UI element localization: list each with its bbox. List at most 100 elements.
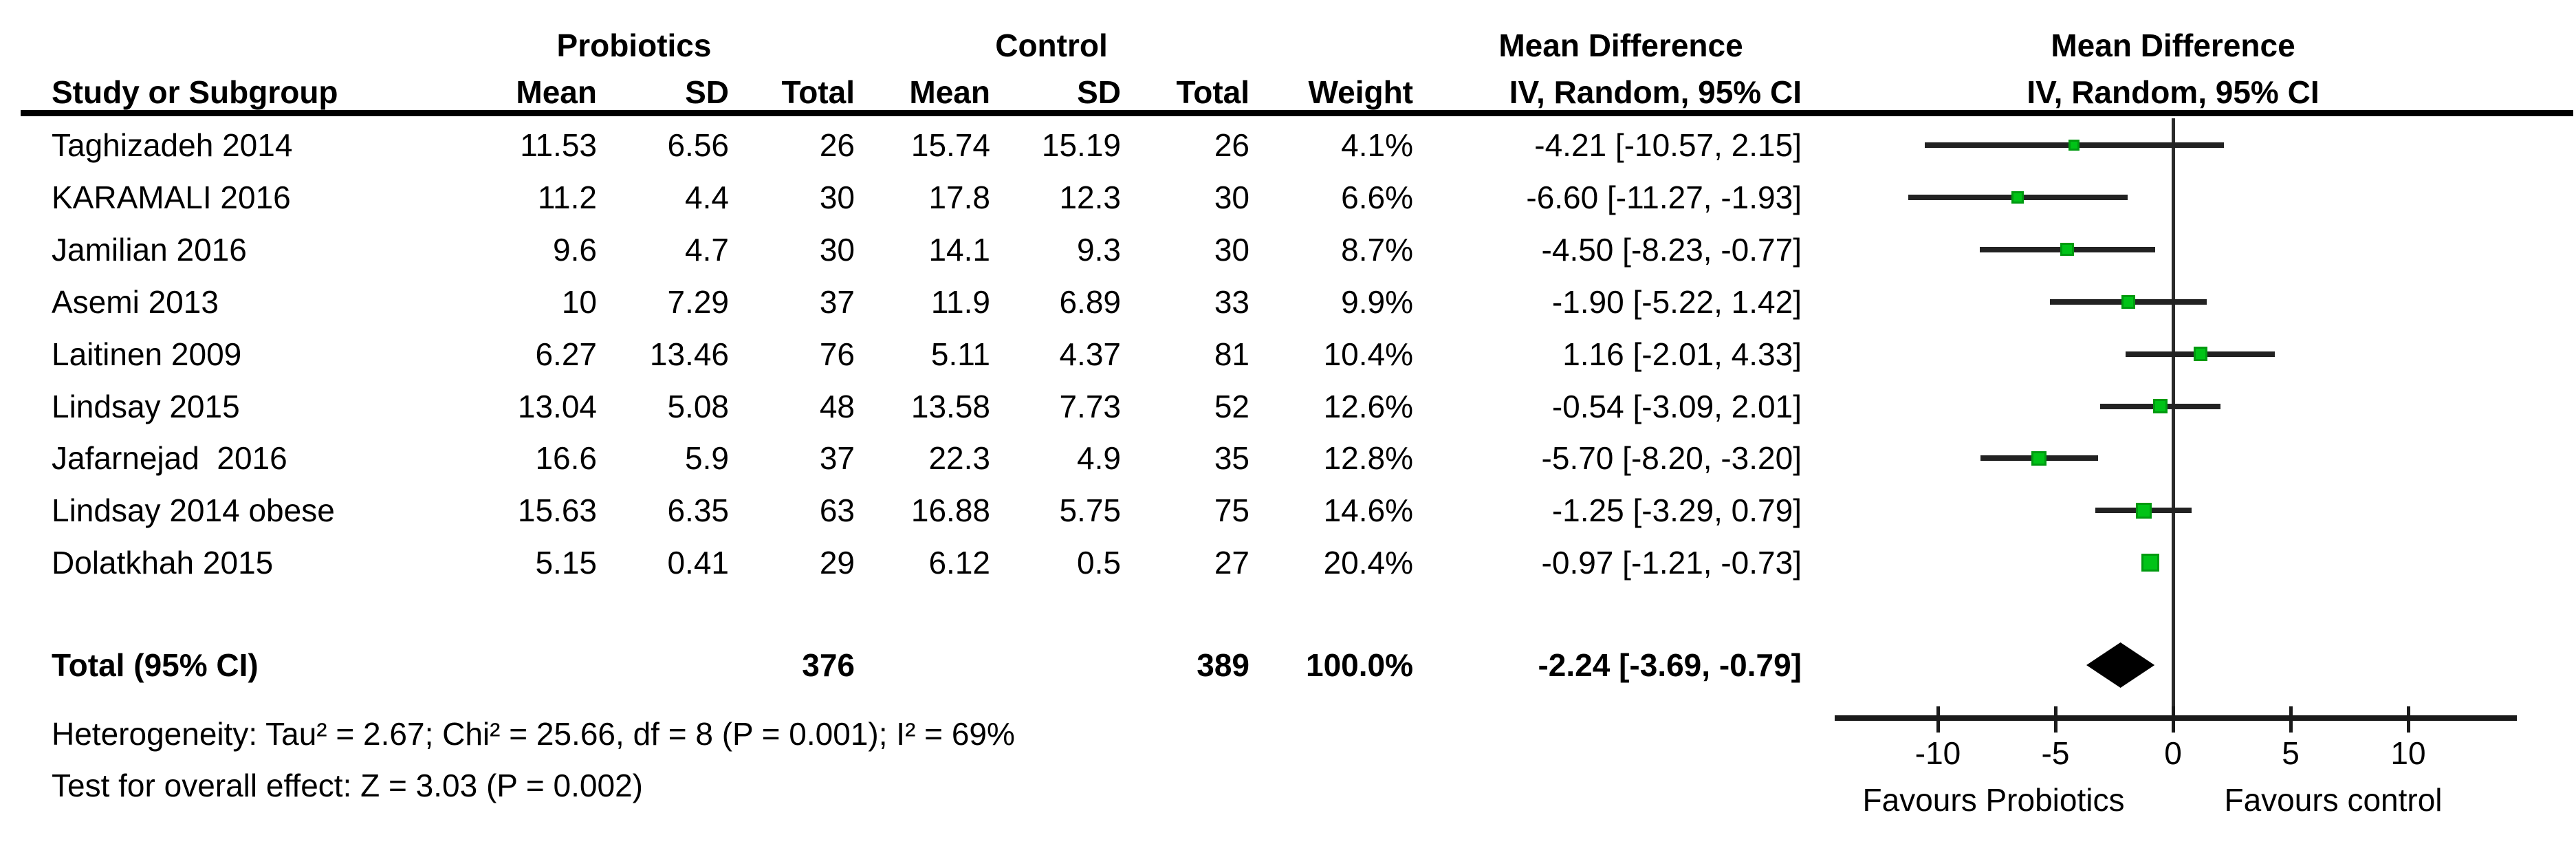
study-name: Dolatkhah 2015 [52, 545, 274, 581]
diamond-shape [2086, 642, 2154, 688]
table-row: Lindsay 2014 obese 15.63 6.35 63 16.88 5.75 75… [0, 487, 2576, 534]
mean-control: 6.12 [928, 545, 990, 581]
sd-probiotics: 6.56 [667, 127, 729, 163]
table-row: Dolatkhah 2015 5.15 0.41 29 6.12 0.5 27 20.4% -0… [0, 539, 2576, 586]
study-name: Laitinen 2009 [52, 336, 242, 372]
group-header-mean-difference: Mean Difference [1498, 28, 1743, 63]
total-control: 33 [1214, 283, 1249, 320]
sd-probiotics: 7.29 [667, 283, 729, 320]
table-row: Lindsay 2015 13.04 5.08 48 13.58 7.73 52 12.6% -… [0, 383, 2576, 430]
effect-square [2060, 243, 2074, 257]
sd-probiotics: 6.35 [667, 492, 729, 529]
ci-text: 1.16 [-2.01, 4.33] [1562, 336, 1802, 372]
total-control: 52 [1214, 388, 1249, 424]
favours-left-label: Favours Probiotics [1862, 782, 2125, 818]
zero-reference-line [2172, 118, 2175, 721]
effect-square [2121, 294, 2135, 309]
effect-square [2193, 347, 2207, 361]
sd-control: 0.5 [1077, 545, 1121, 581]
effect-square [2141, 554, 2159, 572]
x-axis-line [1835, 715, 2517, 721]
ci-text: -4.50 [-8.23, -0.77] [1541, 231, 1802, 268]
weight-value: 9.9% [1341, 283, 1413, 320]
axis-tick [2407, 706, 2410, 733]
total-n-probiotics: 376 [802, 647, 855, 683]
col-header-iv-random-ci: IV, Random, 95% CI [1509, 74, 1802, 110]
table-row: Laitinen 2009 6.27 13.46 76 5.11 4.37 81 10.4% 1… [0, 331, 2576, 378]
total-probiotics: 63 [819, 492, 855, 529]
mean-control: 14.1 [928, 231, 990, 268]
effect-square [2031, 451, 2046, 466]
weight-value: 8.7% [1341, 231, 1413, 268]
total-control: 81 [1214, 336, 1249, 372]
total-probiotics: 48 [819, 388, 855, 424]
mean-control: 16.88 [910, 492, 990, 529]
col-header-mean-probiotics: Mean [516, 74, 597, 110]
total-probiotics: 30 [819, 179, 855, 215]
mean-probiotics: 16.6 [535, 440, 597, 477]
study-name: Lindsay 2014 obese [52, 492, 335, 529]
sd-control: 9.3 [1077, 231, 1121, 268]
group-header-control: Control [995, 28, 1108, 63]
mean-control: 11.9 [930, 283, 990, 320]
mean-probiotics: 11.53 [520, 127, 597, 163]
total-probiotics: 30 [819, 231, 855, 268]
sd-probiotics: 0.41 [667, 545, 729, 581]
sd-probiotics: 5.9 [685, 440, 729, 477]
weight-value: 14.6% [1323, 492, 1413, 529]
mean-control: 13.58 [910, 388, 990, 424]
table-row: Asemi 2013 10 7.29 37 11.9 6.89 33 9.9% -1.90 [-… [0, 279, 2576, 325]
study-name: Taghizadeh 2014 [52, 127, 293, 163]
total-control: 75 [1214, 492, 1249, 529]
total-diamond [2086, 642, 2154, 688]
sd-probiotics: 13.46 [649, 336, 729, 372]
effect-square [2011, 191, 2024, 204]
table-row: KARAMALI 2016 11.2 4.4 30 17.8 12.3 30 6.6% -6.6… [0, 174, 2576, 221]
total-control: 30 [1214, 231, 1249, 268]
sd-control: 4.37 [1059, 336, 1121, 372]
col-header-study: Study or Subgroup [52, 74, 338, 110]
total-probiotics: 37 [819, 283, 855, 320]
mean-probiotics: 9.6 [553, 231, 597, 268]
weight-value: 6.6% [1341, 179, 1413, 215]
effect-square [2152, 398, 2168, 414]
total-probiotics: 29 [819, 545, 855, 581]
axis-tick-label: 5 [2282, 735, 2300, 771]
sd-control: 6.89 [1059, 283, 1121, 320]
sd-probiotics: 4.7 [685, 231, 729, 268]
ci-text: -1.25 [-3.29, 0.79] [1551, 492, 1802, 529]
group-header-probiotics: Probiotics [556, 28, 712, 63]
total-control: 35 [1214, 440, 1249, 477]
favours-right-label: Favours control [2224, 782, 2443, 818]
study-name: Jamilian 2016 [52, 231, 247, 268]
header-rule [21, 110, 2573, 116]
ci-text: -4.21 [-10.57, 2.15] [1534, 127, 1802, 163]
table-row: Taghizadeh 2014 11.53 6.56 26 15.74 15.19 26 4.… [0, 122, 2576, 169]
col-header-sd-probiotics: SD [685, 74, 729, 110]
mean-control: 15.74 [910, 127, 990, 163]
sd-control: 5.75 [1059, 492, 1121, 529]
ci-text: -0.97 [-1.21, -0.73] [1541, 545, 1802, 581]
group-header-mean-difference-plot: Mean Difference [2051, 28, 2295, 63]
total-control: 30 [1214, 179, 1249, 215]
sd-control: 15.19 [1041, 127, 1121, 163]
mean-probiotics: 10 [561, 283, 597, 320]
total-probiotics: 76 [819, 336, 855, 372]
col-header-iv-random-ci-plot: IV, Random, 95% CI [2027, 74, 2320, 110]
axis-tick [1936, 706, 1940, 733]
sd-control: 7.73 [1059, 388, 1121, 424]
weight-value: 12.6% [1323, 388, 1413, 424]
ci-text: -6.60 [-11.27, -1.93] [1526, 179, 1802, 215]
total-weight: 100.0% [1305, 647, 1413, 683]
mean-probiotics: 15.63 [517, 492, 597, 529]
total-row: Total (95% CI) 376 389 100.0% -2.24 [-3.… [0, 642, 2576, 688]
sd-probiotics: 5.08 [667, 388, 729, 424]
col-header-sd-control: SD [1077, 74, 1121, 110]
total-probiotics: 26 [819, 127, 855, 163]
col-header-total-probiotics: Total [781, 74, 855, 110]
mean-probiotics: 11.2 [537, 179, 597, 215]
heterogeneity-text: Heterogeneity: Tau² = 2.67; Chi² = 25.66… [52, 716, 1015, 752]
mean-control: 22.3 [928, 440, 990, 477]
mean-control: 5.11 [930, 336, 990, 372]
